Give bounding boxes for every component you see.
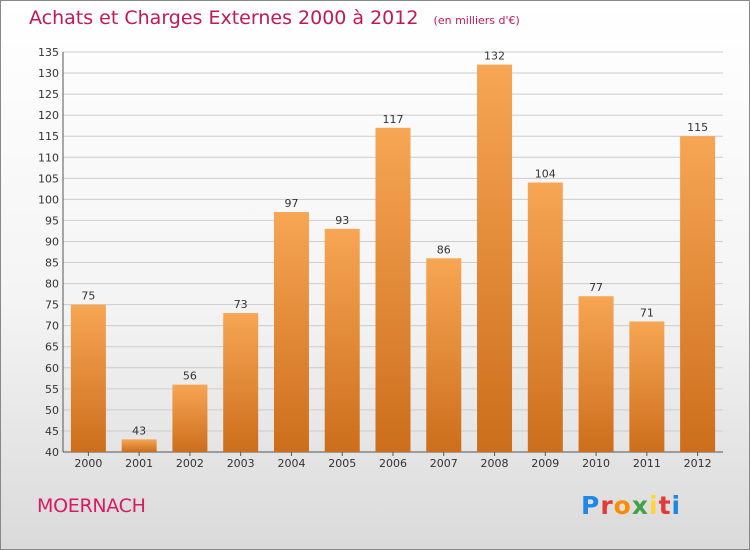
x-tick-label: 2009 [531,457,559,470]
x-tick-label: 2005 [328,457,356,470]
y-tick-label: 100 [38,193,59,206]
x-tick-label: 2010 [582,457,610,470]
logo-letter: t [658,491,672,520]
proxiti-logo: Proxiti [581,491,681,520]
bar-value-label: 56 [183,370,197,383]
bar-2002 [172,384,208,452]
x-tick-label: 2011 [633,457,661,470]
y-tick-label: 115 [38,130,59,143]
y-tick-label: 95 [45,214,59,227]
y-tick-label: 40 [45,446,59,459]
bar-value-label: 75 [81,290,95,303]
bar-value-label: 86 [437,243,451,256]
bar-value-label: 104 [535,168,556,181]
y-tick-label: 60 [45,362,59,375]
bar-value-label: 115 [687,121,708,134]
y-tick-label: 130 [38,67,59,80]
y-tick-label: 110 [38,151,59,164]
bar-value-label: 73 [234,298,248,311]
bar-2000 [70,304,106,452]
x-tick-label: 2000 [74,457,102,470]
title-row: Achats et Charges Externes 2000 à 2012 (… [29,7,520,29]
y-tick-label: 120 [38,109,59,122]
y-tick-label: 135 [38,46,59,59]
y-tick-label: 65 [45,341,59,354]
bar-2008 [477,64,513,452]
logo-letter: o [613,491,632,520]
x-tick-label: 2003 [227,457,255,470]
bar-value-label: 97 [284,197,298,210]
x-tick-label: 2002 [176,457,204,470]
y-tick-label: 70 [45,320,59,333]
logo-letter: P [581,491,601,520]
logo-letter: x [631,491,649,520]
chart-title: Achats et Charges Externes 2000 à 2012 [29,7,419,29]
bar-2005 [324,228,360,452]
bar-2004 [273,212,309,452]
bar-value-label: 93 [335,214,349,227]
y-tick-label: 50 [45,404,59,417]
y-tick-label: 80 [45,278,59,291]
x-tick-label: 2006 [379,457,407,470]
y-tick-label: 45 [45,425,59,438]
y-tick-label: 125 [38,88,59,101]
logo-letter: r [600,491,614,520]
bar-value-label: 43 [132,424,146,437]
x-tick-label: 2001 [125,457,153,470]
y-tick-label: 105 [38,172,59,185]
bar-2009 [527,182,563,453]
y-tick-label: 85 [45,257,59,270]
x-tick-label: 2004 [277,457,305,470]
x-tick-label: 2007 [430,457,458,470]
bar-value-label: 71 [640,306,654,319]
bar-2001 [121,439,157,452]
x-tick-label: 2012 [684,457,712,470]
bar-value-label: 132 [484,50,505,63]
bar-value-label: 77 [589,281,603,294]
bar-2010 [578,296,614,452]
bar-2006 [375,127,411,452]
chart-subtitle: (en milliers d'€) [433,14,520,27]
x-tick-label: 2008 [481,457,509,470]
logo-letter: i [649,491,659,520]
y-tick-label: 75 [45,299,59,312]
x-axis: 2000 2001 2002 2003 2004 2005 2006 2007 2008 2009… [74,452,712,470]
bars-layer: 75 43 56 73 97 93 117 86 132 104 77 71 115 [70,50,716,453]
bar-2007 [426,258,462,452]
commune-name: MOERNACH [37,495,146,517]
logo-letter: i [671,491,682,520]
bar-2012 [680,136,716,453]
y-axis: 40 45 50 55 60 65 70 75 80 85 90 95 100 105 110 115 120 1… [38,46,723,459]
bar-value-label: 117 [383,113,404,126]
y-tick-label: 90 [45,235,59,248]
bar-2003 [223,313,259,452]
y-tick-label: 55 [45,383,59,396]
bar-2011 [629,321,665,452]
